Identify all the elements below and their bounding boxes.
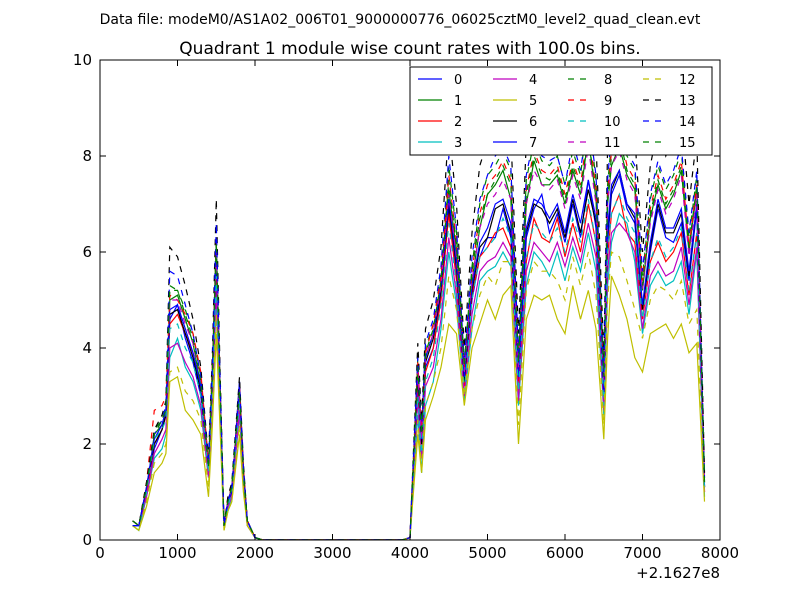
series-line-4 (132, 222, 706, 540)
legend-label: 7 (529, 136, 537, 151)
x-tick-label: 1000 (158, 544, 196, 562)
y-tick-label: 8 (82, 147, 92, 165)
legend-label: 8 (604, 73, 612, 88)
legend-label: 4 (529, 73, 537, 88)
y-tick-label: 10 (73, 51, 92, 69)
legend-label: 5 (529, 94, 537, 109)
legend-label: 15 (679, 136, 696, 151)
legend-label: 14 (679, 115, 696, 130)
x-tick-label: 3000 (313, 544, 351, 562)
figure-suptitle: Data file: modeM0/AS1A02_006T01_90000007… (100, 12, 701, 28)
y-tick-label: 6 (82, 243, 92, 261)
legend-label: 10 (604, 115, 621, 130)
legend-label: 6 (529, 115, 537, 130)
legend-box (409, 66, 713, 156)
x-tick-label: 7000 (623, 544, 661, 562)
legend-label: 11 (604, 136, 621, 151)
y-tick-label: 4 (82, 339, 92, 357)
y-tick-label: 2 (82, 435, 92, 453)
legend-label: 0 (454, 73, 462, 88)
legend-label: 2 (454, 115, 462, 130)
legend-label: 1 (454, 94, 462, 109)
series-line-5 (132, 275, 706, 540)
x-tick-label: 0 (95, 544, 105, 562)
legend-label: 13 (679, 94, 696, 109)
x-tick-label: 2000 (236, 544, 274, 562)
y-tick-label: 0 (82, 531, 92, 549)
x-tick-label: 6000 (546, 544, 584, 562)
legend-label: 12 (679, 73, 696, 88)
x-tick-label: 4000 (391, 544, 429, 562)
legend-label: 3 (454, 136, 462, 151)
x-tick-label: 5000 (468, 544, 506, 562)
chart-title: Quadrant 1 module wise count rates with … (179, 39, 640, 59)
x-axis-offset-label: +2.1627e8 (636, 564, 720, 582)
legend-label: 9 (604, 94, 612, 109)
x-tick-label: 8000 (701, 544, 739, 562)
